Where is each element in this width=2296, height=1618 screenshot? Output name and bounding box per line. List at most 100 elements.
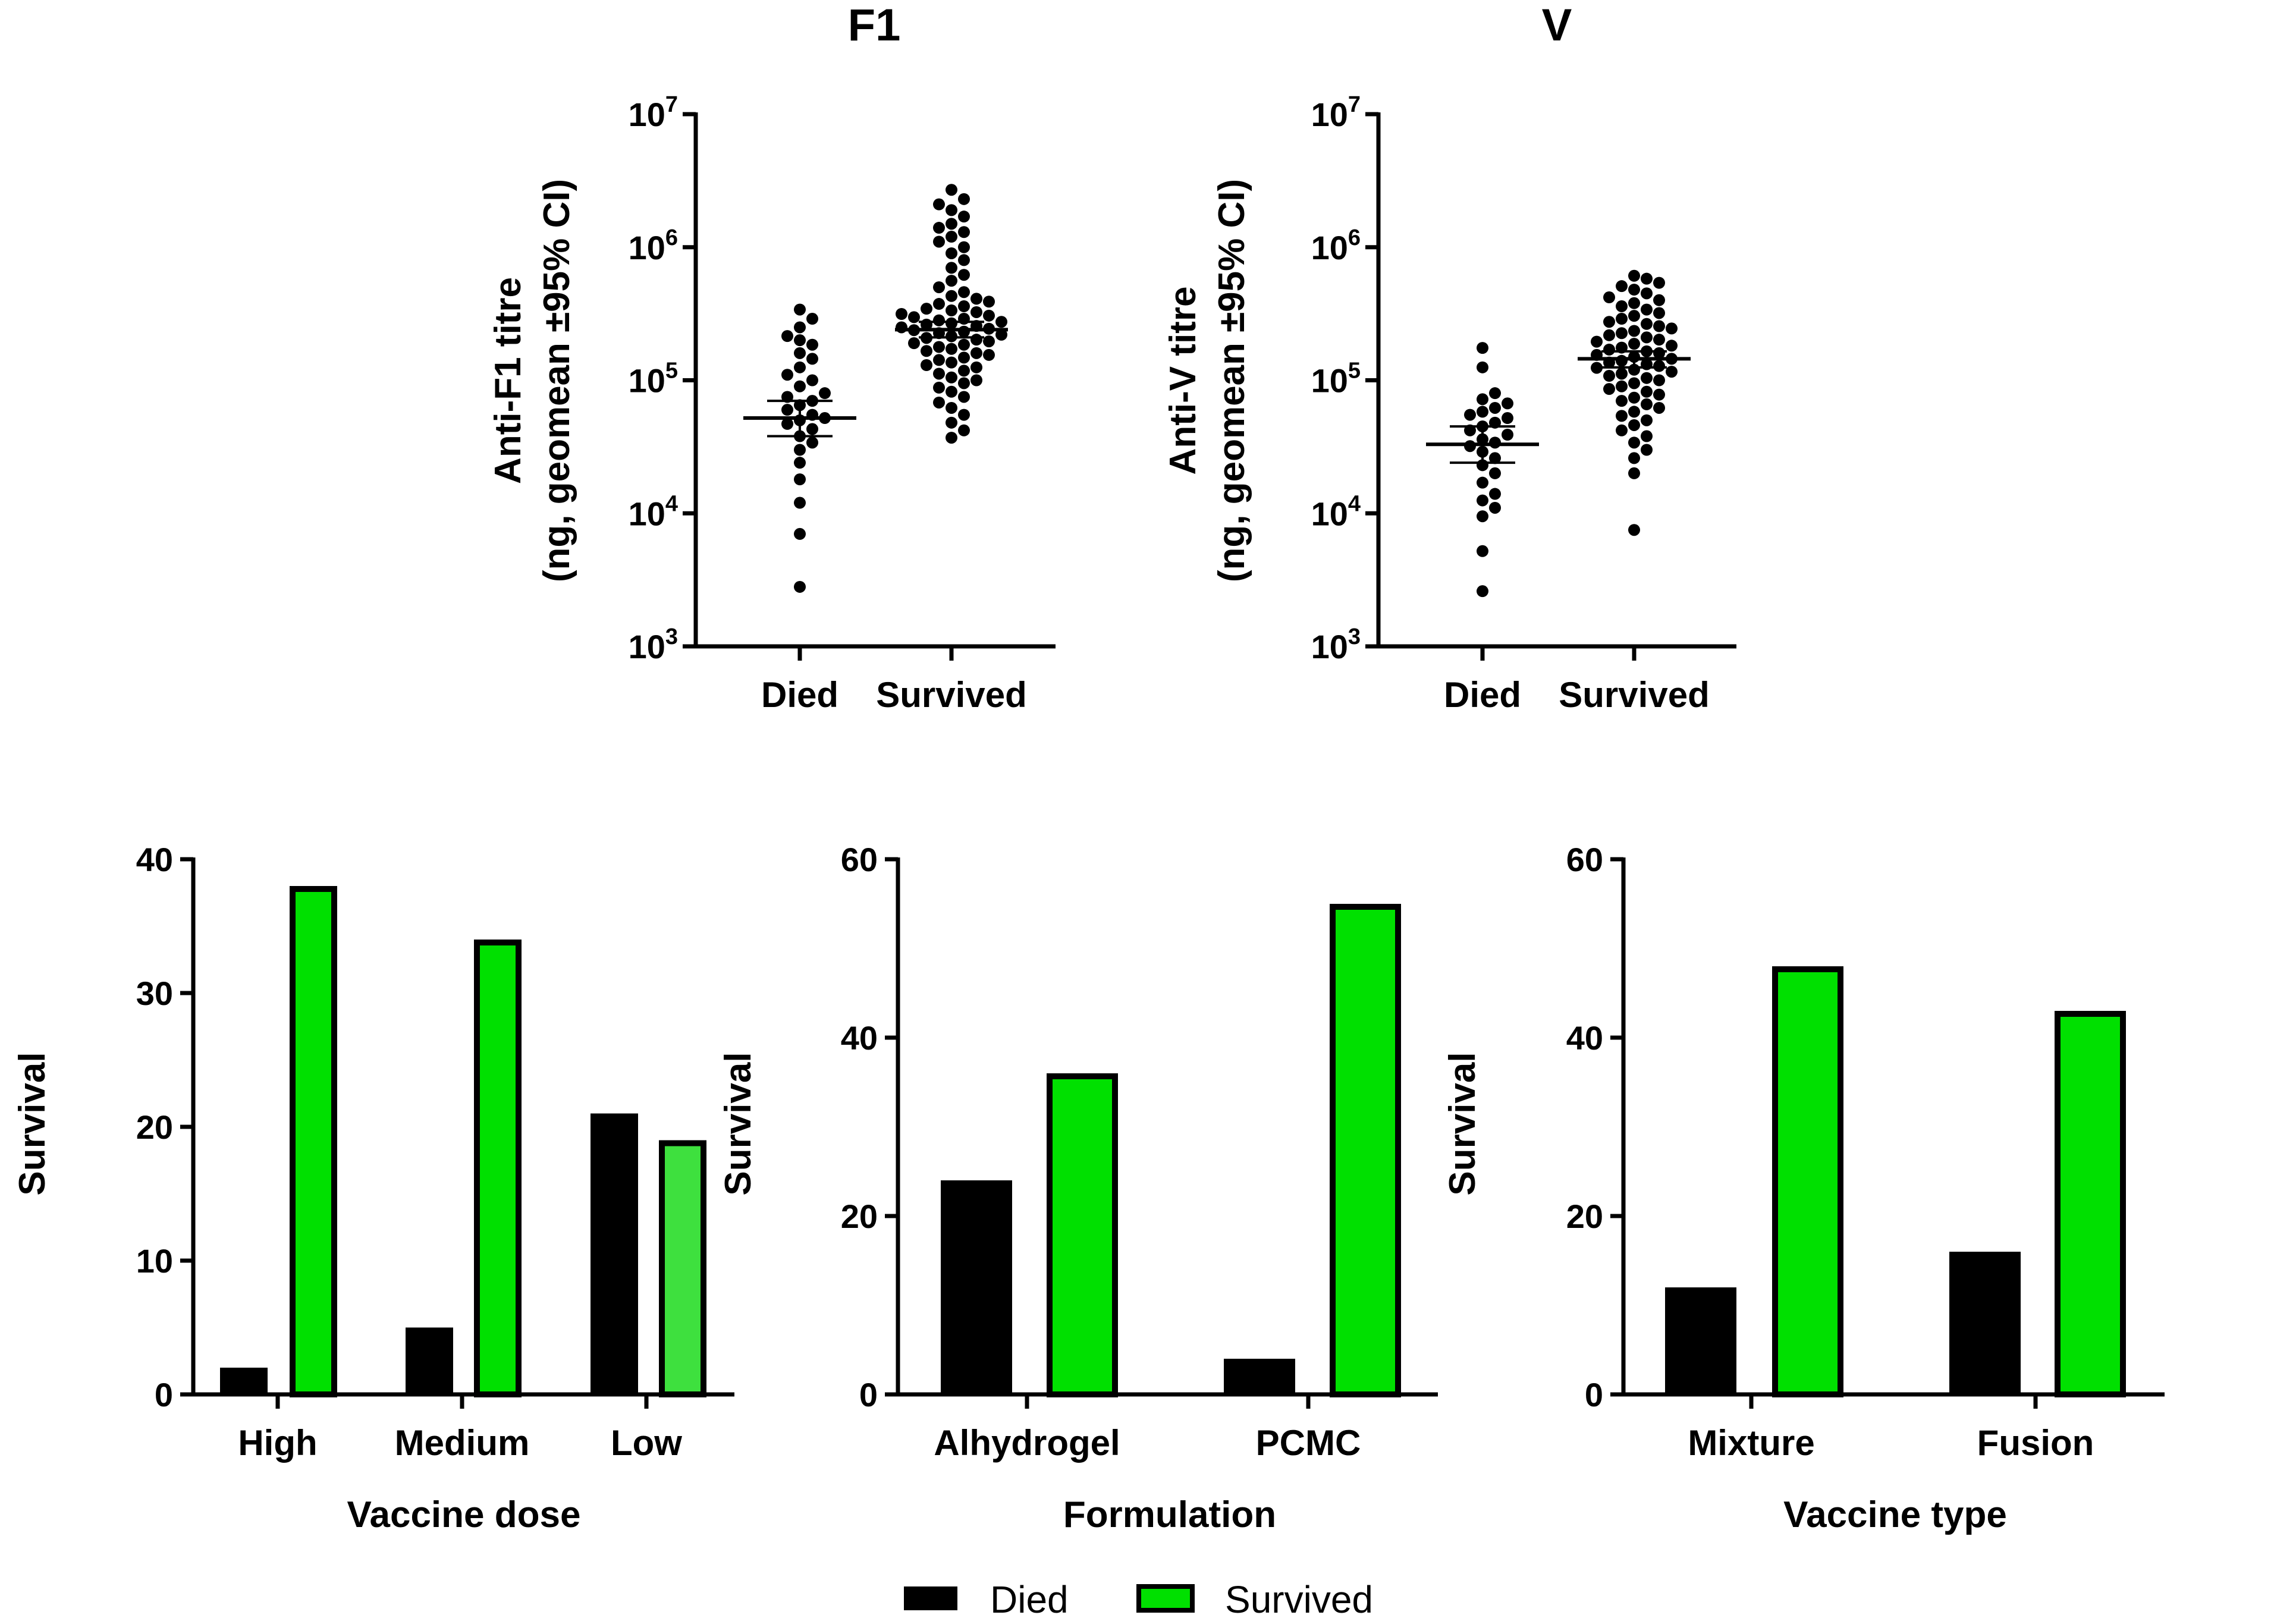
data-point [958, 365, 970, 377]
data-point [921, 303, 932, 315]
data-point [908, 337, 920, 350]
y-axis-title-line1: Anti-V titre [1163, 287, 1204, 475]
data-point [970, 347, 982, 359]
data-point [946, 356, 957, 369]
data-point [1502, 397, 1513, 410]
data-point [794, 444, 806, 456]
data-point [1603, 329, 1615, 341]
data-point [781, 330, 793, 343]
data-point [1489, 452, 1501, 464]
x-tick-label: Medium [395, 1423, 530, 1463]
data-point [983, 348, 995, 361]
y-tick-base: 10 [629, 96, 665, 133]
x-tick-label: Mixture [1688, 1423, 1814, 1463]
y-tick-label: 30 [136, 975, 173, 1012]
data-point [781, 404, 793, 416]
y-tick-exponent: 5 [665, 359, 678, 384]
x-tick-label: Died [761, 675, 838, 715]
bar-died [1224, 1359, 1295, 1394]
data-point [1628, 284, 1640, 296]
y-tick-label: 107 [629, 92, 678, 133]
data-point [946, 218, 957, 230]
y-tick-base: 10 [1311, 628, 1348, 665]
data-point [1477, 393, 1488, 406]
data-point [794, 497, 806, 509]
data-point [806, 374, 818, 387]
data-point [1477, 342, 1488, 354]
data-point [1628, 452, 1640, 464]
data-point [794, 527, 806, 540]
y-tick-label: 105 [629, 359, 678, 400]
chart-title: V [1542, 0, 1572, 51]
bar-died [220, 1368, 268, 1394]
data-point [1489, 401, 1501, 414]
bar-died [1949, 1252, 2021, 1394]
x-tick-label: Alhydrogel [934, 1423, 1120, 1463]
data-point [1641, 430, 1653, 442]
data-point [1616, 380, 1628, 392]
data-point [1616, 395, 1628, 407]
legend-died-swatch [904, 1586, 957, 1610]
data-point [794, 303, 806, 316]
data-point [794, 473, 806, 486]
y-tick-label: 40 [841, 1019, 878, 1057]
bar-survived [290, 886, 337, 1397]
bar-survived [1047, 1073, 1118, 1397]
data-point [946, 371, 957, 384]
data-point [794, 580, 806, 593]
y-tick-label: 20 [841, 1198, 878, 1235]
data-point [1653, 334, 1665, 346]
data-point [933, 198, 945, 211]
data-point [794, 361, 806, 373]
data-point [946, 247, 957, 259]
data-point [1616, 367, 1628, 380]
legend-survived-swatch [1136, 1584, 1195, 1613]
data-point [933, 354, 945, 366]
data-point [946, 304, 957, 317]
data-point [794, 457, 806, 469]
data-point [958, 351, 970, 364]
data-point [958, 409, 970, 421]
data-point [958, 269, 970, 281]
y-tick-label: 60 [841, 841, 878, 878]
data-point [781, 369, 793, 381]
data-point [1477, 476, 1488, 489]
data-point [946, 290, 957, 302]
y-axis-title-line2: (ng, geomean ±95% CI) [536, 179, 577, 582]
data-point [806, 353, 818, 365]
data-point [1653, 320, 1665, 332]
data-point [1477, 510, 1488, 523]
y-axis-title-line2: (ng, geomean ±95% CI) [1211, 179, 1252, 582]
bar-survived [474, 940, 522, 1397]
data-point [958, 254, 970, 266]
bar-survived [659, 1140, 706, 1397]
data-point [1489, 501, 1501, 514]
y-axis-title: Anti-V titre (ng, geomean ±95% CI) [1163, 179, 1252, 582]
data-point [1502, 412, 1513, 425]
y-tick-exponent: 6 [665, 225, 678, 250]
data-point [1628, 391, 1640, 404]
data-point [806, 423, 818, 435]
x-tick-label: High [238, 1423, 317, 1463]
y-tick-base: 10 [629, 229, 665, 266]
y-tick-label: 103 [1311, 624, 1361, 665]
data-point [1641, 444, 1653, 456]
data-point [1641, 303, 1653, 316]
data-point [970, 334, 982, 346]
y-tick-base: 10 [629, 362, 665, 400]
data-point [946, 262, 957, 274]
y-tick-base: 10 [1311, 495, 1348, 532]
data-point [896, 308, 907, 321]
data-point [1653, 388, 1665, 401]
data-point [933, 314, 945, 326]
data-point [946, 432, 957, 444]
legend-died-label: Died [990, 1578, 1069, 1618]
vaccine-dose-panel: 0 10 20 30 40 High Medium Low Vaccine dose Surviv… [12, 841, 734, 1535]
data-point [1603, 291, 1615, 304]
data-point [946, 184, 957, 196]
data-point [794, 334, 806, 347]
data-point [958, 377, 970, 389]
data-point [958, 226, 970, 238]
y-tick-label: 106 [629, 225, 678, 266]
data-point [933, 222, 945, 234]
